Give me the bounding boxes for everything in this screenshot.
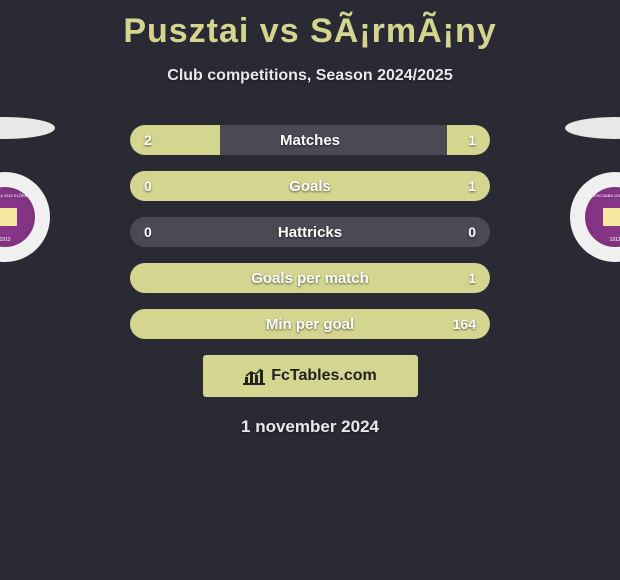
stat-value-right: 1 <box>468 132 476 148</box>
attribution-badge: FcTables.com <box>203 355 418 397</box>
page-title: Pusztai vs SÃ¡rmÃ¡ny <box>0 0 620 51</box>
club-building-icon <box>0 208 17 226</box>
date-label: 1 november 2024 <box>0 417 620 437</box>
stat-value-left: 0 <box>144 224 152 240</box>
club-name-left: BÉKÉSCSABA 1912 ELŐRE SE <box>0 193 34 198</box>
club-year-right: 1912 <box>609 237 620 243</box>
stat-value-right: 164 <box>453 316 476 332</box>
stat-label: Matches <box>280 132 340 149</box>
badge-ellipse-left <box>0 117 55 139</box>
stat-row: 0 1 Goals <box>130 171 490 201</box>
club-name-right: BÉKÉSCSABA 1912 ELŐRE SE <box>586 193 620 198</box>
subtitle: Club competitions, Season 2024/2025 <box>0 67 620 85</box>
stat-value-right: 1 <box>468 178 476 194</box>
stat-value-left: 0 <box>144 178 152 194</box>
chart-icon <box>243 367 265 385</box>
stat-row: 164 Min per goal <box>130 309 490 339</box>
stat-label: Min per goal <box>266 316 354 333</box>
stat-value-left: 2 <box>144 132 152 148</box>
player-badge-right: BÉKÉSCSABA 1912 ELŐRE SE 1912 <box>565 117 620 217</box>
stat-label: Goals <box>289 178 331 195</box>
stat-row: 2 1 Matches <box>130 125 490 155</box>
club-year-left: 1912 <box>0 237 11 243</box>
stat-value-right: 1 <box>468 270 476 286</box>
badge-ellipse-right <box>565 117 620 139</box>
stats-area: BÉKÉSCSABA 1912 ELŐRE SE 1912 BÉKÉSCSABA… <box>0 125 620 339</box>
stat-label: Goals per match <box>251 270 369 287</box>
stat-row: 0 0 Hattricks <box>130 217 490 247</box>
club-logo-right: BÉKÉSCSABA 1912 ELŐRE SE 1912 <box>570 172 620 262</box>
stat-value-right: 0 <box>468 224 476 240</box>
player-badge-left: BÉKÉSCSABA 1912 ELŐRE SE 1912 <box>0 117 55 217</box>
stat-row: 1 Goals per match <box>130 263 490 293</box>
club-building-icon <box>603 208 620 226</box>
club-logo-left: BÉKÉSCSABA 1912 ELŐRE SE 1912 <box>0 172 50 262</box>
attribution-text: FcTables.com <box>271 367 377 385</box>
stat-label: Hattricks <box>278 224 342 241</box>
stat-rows: 2 1 Matches 0 1 Goals 0 0 Hattricks 1 Goals per ma… <box>130 125 490 339</box>
